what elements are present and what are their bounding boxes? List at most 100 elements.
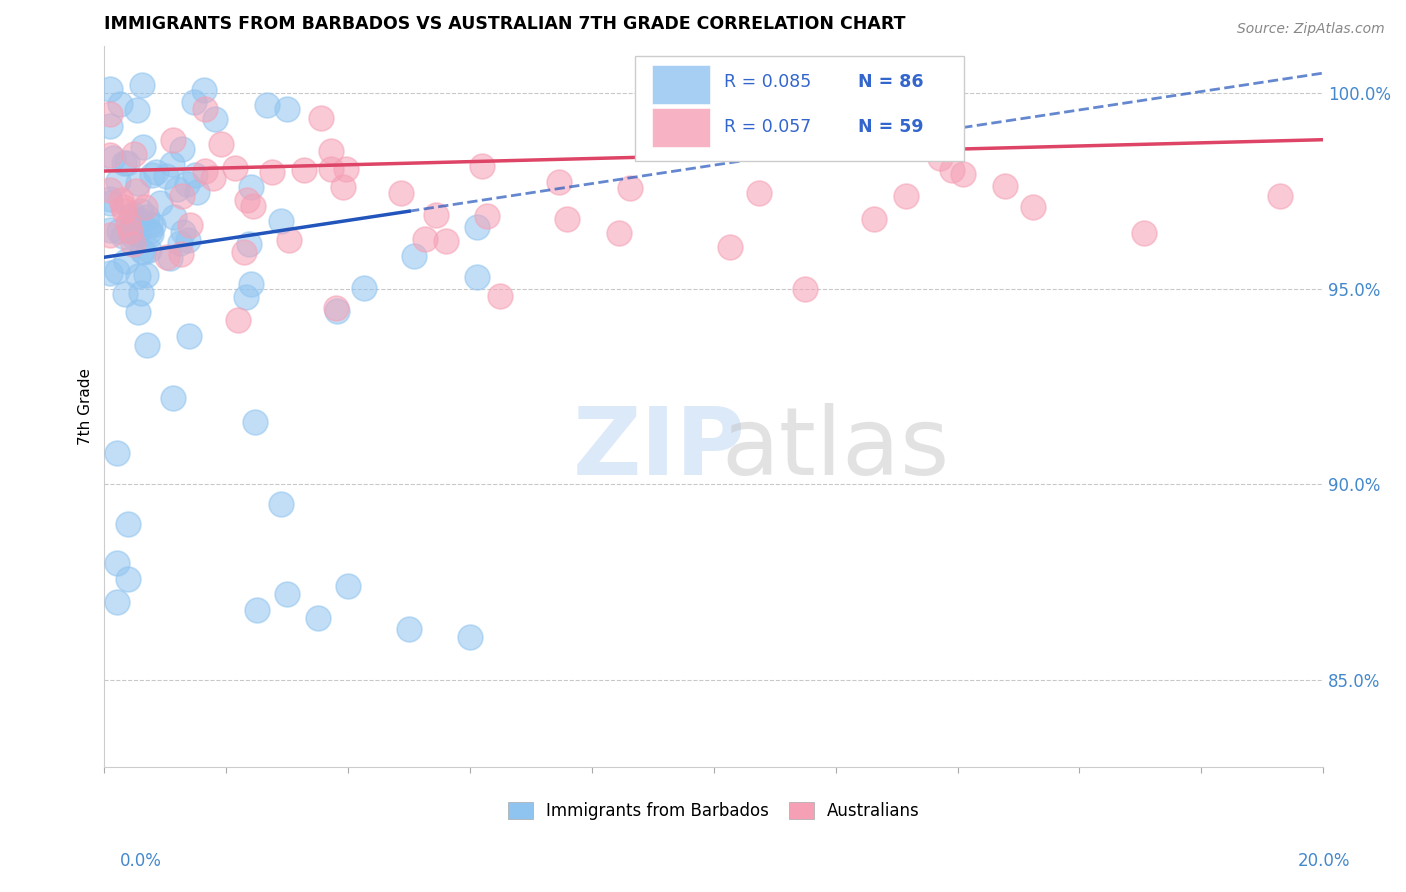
- Point: [270, 497, 292, 511]
- Point: [170, 247, 193, 261]
- FancyBboxPatch shape: [651, 109, 710, 147]
- Point: [335, 161, 357, 176]
- Point: [128, 212, 150, 227]
- Point: [277, 233, 299, 247]
- Point: [132, 140, 155, 154]
- Text: atlas: atlas: [721, 403, 950, 495]
- Text: R = 0.057: R = 0.057: [724, 118, 811, 136]
- Point: [142, 218, 165, 232]
- Point: [135, 210, 157, 224]
- Point: [276, 102, 298, 116]
- Point: [1022, 201, 1045, 215]
- Point: [404, 249, 426, 263]
- Point: [194, 163, 217, 178]
- Point: [125, 103, 148, 117]
- Point: [145, 164, 167, 178]
- Point: [110, 97, 132, 112]
- Point: [141, 168, 163, 182]
- Point: [1133, 227, 1156, 241]
- Point: [112, 203, 135, 218]
- Point: [465, 270, 488, 285]
- Point: [941, 163, 963, 178]
- Point: [156, 250, 179, 264]
- Point: [184, 168, 207, 182]
- Point: [121, 217, 143, 231]
- Point: [201, 171, 224, 186]
- Point: [337, 579, 360, 593]
- Point: [100, 192, 122, 206]
- Point: [270, 213, 292, 227]
- Point: [100, 223, 122, 237]
- Point: [170, 142, 193, 156]
- Point: [425, 208, 447, 222]
- Point: [135, 337, 157, 351]
- Point: [105, 264, 128, 278]
- Point: [794, 282, 817, 296]
- Point: [108, 224, 131, 238]
- Point: [246, 603, 269, 617]
- Point: [292, 162, 315, 177]
- Point: [169, 235, 191, 250]
- Point: [183, 95, 205, 110]
- Text: ZIP: ZIP: [572, 403, 745, 495]
- Point: [160, 157, 183, 171]
- Point: [100, 82, 122, 96]
- Point: [122, 237, 145, 252]
- Point: [127, 305, 149, 319]
- Point: [131, 244, 153, 258]
- Point: [319, 144, 342, 158]
- Point: [149, 195, 172, 210]
- Point: [124, 184, 146, 198]
- Point: [139, 227, 162, 242]
- Point: [325, 301, 347, 315]
- Point: [276, 587, 298, 601]
- Point: [353, 281, 375, 295]
- Point: [548, 175, 571, 189]
- Point: [111, 200, 134, 214]
- Text: N = 59: N = 59: [858, 118, 924, 136]
- Point: [332, 179, 354, 194]
- Point: [398, 623, 420, 637]
- Point: [127, 268, 149, 283]
- Point: [243, 415, 266, 429]
- Point: [236, 193, 259, 207]
- Point: [117, 572, 139, 586]
- Point: [105, 556, 128, 570]
- Text: 20.0%: 20.0%: [1298, 852, 1350, 870]
- Point: [204, 112, 226, 126]
- Point: [105, 446, 128, 460]
- Point: [309, 111, 332, 125]
- Point: [176, 177, 198, 191]
- Point: [863, 212, 886, 227]
- Point: [177, 233, 200, 247]
- Point: [186, 186, 208, 200]
- Point: [619, 180, 641, 194]
- Point: [172, 189, 194, 203]
- Point: [471, 159, 494, 173]
- Point: [994, 178, 1017, 193]
- Point: [232, 245, 254, 260]
- Point: [929, 151, 952, 165]
- Text: R = 0.085: R = 0.085: [724, 73, 811, 91]
- Point: [209, 136, 232, 151]
- Point: [134, 268, 156, 283]
- Text: 0.0%: 0.0%: [120, 852, 162, 870]
- Point: [134, 200, 156, 214]
- Point: [166, 182, 188, 196]
- Point: [120, 224, 142, 238]
- Point: [117, 156, 139, 170]
- Point: [434, 235, 457, 249]
- Point: [129, 204, 152, 219]
- Point: [138, 217, 160, 231]
- Point: [607, 226, 630, 240]
- Point: [239, 277, 262, 292]
- Point: [100, 119, 122, 133]
- Point: [122, 147, 145, 161]
- Point: [193, 83, 215, 97]
- Point: [458, 630, 481, 644]
- Point: [465, 220, 488, 235]
- Text: N = 86: N = 86: [858, 73, 924, 91]
- Point: [114, 287, 136, 301]
- Point: [179, 219, 201, 233]
- Point: [125, 227, 148, 242]
